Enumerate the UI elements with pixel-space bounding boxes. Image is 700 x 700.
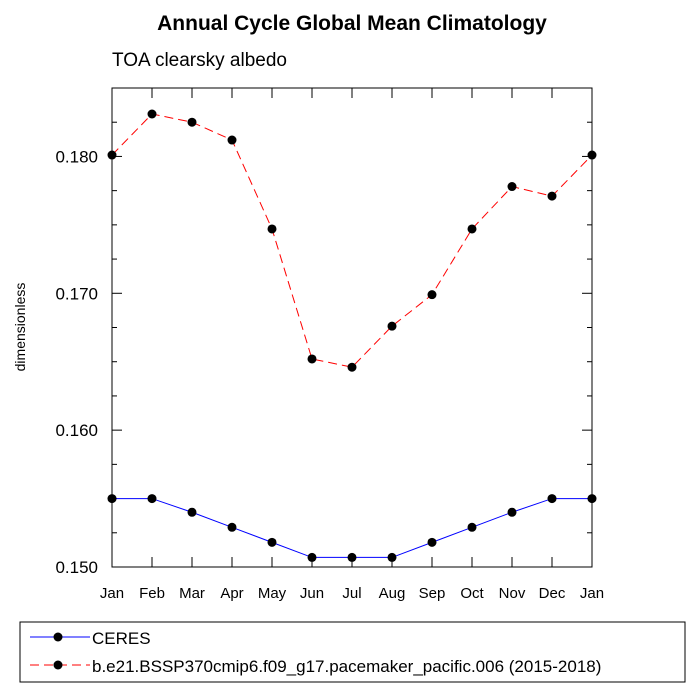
data-point-series-1 [547,191,557,201]
x-tick-label: Jan [100,585,124,602]
data-point-series-1 [347,362,357,372]
data-point-series-1 [187,117,197,127]
x-tick-label: May [258,585,287,602]
data-point-series-1 [107,150,117,160]
x-tick-label: Feb [139,585,165,602]
y-tick-label: 0.160 [55,421,98,440]
chart-subtitle: TOA clearsky albedo [112,50,287,71]
data-point-series-1 [147,109,157,119]
data-point-series-1 [587,150,597,160]
x-tick-label: Aug [379,585,406,602]
y-tick-label: 0.150 [55,558,98,577]
x-tick-label: Jul [342,585,361,602]
chart-title: Annual Cycle Global Mean Climatology [157,12,547,35]
data-point-series-0 [187,507,197,517]
axis-ticks: Jan Feb Mar Apr May Jun Jul Aug Sep Oct Nov Dec Jan0… [55,87,604,602]
data-point-series-0 [227,522,237,532]
data-point-series-0 [507,507,517,517]
data-point-series-0 [427,537,437,547]
x-tick-label: Oct [460,585,484,602]
y-axis-label: dimensionless [12,283,28,372]
x-tick-label: Jun [300,585,324,602]
data-point-series-1 [387,321,397,331]
x-tick-label: Apr [220,585,243,602]
legend-entry-model: b.e21.BSSP370cmip6.f09_g17.pacemaker_pac… [30,657,601,676]
series-lines [111,113,593,558]
y-tick-label: 0.170 [55,284,98,303]
x-tick-label: Nov [499,585,526,602]
legend-label-model: b.e21.BSSP370cmip6.f09_g17.pacemaker_pac… [92,657,601,676]
data-point-series-0 [267,537,277,547]
x-tick-label: Mar [179,585,205,602]
data-point-series-0 [467,522,477,532]
data-point-series-0 [147,494,157,504]
data-point-series-0 [547,494,557,504]
series-markers [107,109,597,562]
data-point-series-1 [307,354,317,364]
legend-marker-ceres [53,632,63,642]
legend-box [19,621,686,683]
data-point-series-0 [107,494,117,504]
y-tick-label: 0.180 [55,147,98,166]
data-point-series-0 [587,494,597,504]
data-point-series-1 [267,224,277,234]
legend-label-ceres: CERES [92,629,151,648]
data-point-series-1 [427,290,437,300]
x-tick-label: Sep [419,585,446,602]
plot-frame [111,87,593,568]
x-tick-label: Jan [580,585,604,602]
data-point-series-1 [507,182,517,192]
data-point-series-1 [227,135,237,145]
data-point-series-0 [307,552,317,562]
legend-entry-ceres: CERES [30,629,151,648]
series-line-1 [111,113,593,368]
data-point-series-0 [347,552,357,562]
x-tick-label: Dec [539,585,566,602]
legend-marker-model [53,660,63,670]
data-point-series-1 [467,224,477,234]
data-point-series-0 [387,552,397,562]
series-line-0 [112,498,592,558]
